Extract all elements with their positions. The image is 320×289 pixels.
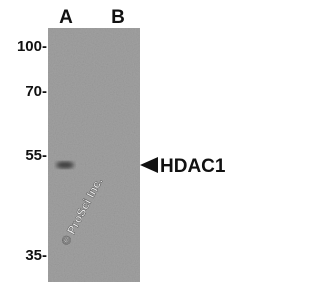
lane-label: B (111, 7, 125, 28)
mw-marker: 35- (25, 247, 47, 264)
mw-marker: 55- (25, 147, 47, 164)
mw-marker: 70- (25, 83, 47, 100)
lane-label: A (59, 7, 73, 28)
target-label: HDAC1 (160, 156, 226, 177)
mw-marker: 100- (17, 38, 47, 55)
protein-band (56, 161, 74, 169)
blot-membrane (48, 28, 140, 282)
blot-figure: A B 100- 70- 55- 35- HDAC1 © ProSci Inc. (17, 7, 226, 282)
arrow (140, 157, 158, 173)
